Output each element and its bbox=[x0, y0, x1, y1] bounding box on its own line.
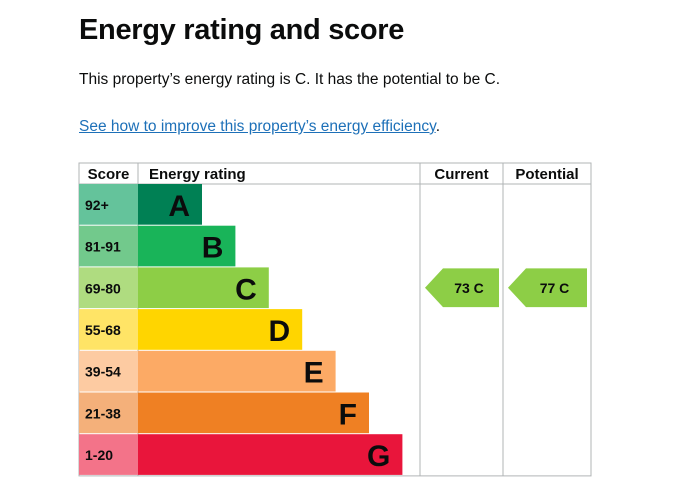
rating-bar-e bbox=[138, 350, 336, 392]
current-rating-arrow bbox=[425, 268, 499, 308]
rating-letter-g: G bbox=[367, 440, 390, 473]
rating-letter-b: B bbox=[202, 232, 224, 265]
score-range-f: 21-38 bbox=[85, 405, 121, 421]
score-cell-c bbox=[79, 267, 138, 309]
score-cell-a bbox=[79, 184, 138, 225]
current-rating-score-label: 73 C bbox=[454, 280, 484, 296]
rating-bar-f bbox=[138, 392, 369, 434]
potential-column-header: Potential bbox=[515, 166, 578, 183]
score-cell-e bbox=[79, 350, 138, 392]
score-range-c: 69-80 bbox=[85, 280, 121, 296]
score-range-d: 55-68 bbox=[85, 322, 121, 338]
rating-letter-d: D bbox=[269, 315, 291, 348]
energy-rating-column-header: Energy rating bbox=[149, 166, 246, 183]
rating-bar-g bbox=[138, 434, 403, 475]
score-cell-f bbox=[79, 392, 138, 434]
rating-letter-c: C bbox=[235, 273, 257, 306]
page-heading: Energy rating and score bbox=[79, 14, 405, 46]
score-range-a: 92+ bbox=[85, 197, 109, 213]
rating-bar-a bbox=[138, 184, 202, 225]
potential-rating-score-label: 77 C bbox=[540, 280, 570, 296]
score-cell-b bbox=[79, 225, 138, 267]
rating-letter-f: F bbox=[339, 398, 357, 431]
potential-rating-arrow bbox=[508, 268, 587, 308]
rating-bar-d bbox=[138, 309, 303, 350]
rating-letter-a: A bbox=[168, 190, 190, 223]
score-cell-g bbox=[79, 434, 138, 475]
score-range-b: 81-91 bbox=[85, 239, 121, 255]
score-column-header: Score bbox=[88, 166, 130, 183]
score-cell-d bbox=[79, 309, 138, 350]
improve-efficiency-link[interactable]: See how to improve this property’s energ… bbox=[79, 118, 436, 135]
score-range-e: 39-54 bbox=[85, 364, 121, 380]
rating-letter-e: E bbox=[304, 357, 324, 390]
link-suffix: . bbox=[435, 118, 440, 135]
rating-summary: This property’s energy rating is C. It h… bbox=[79, 71, 501, 88]
current-column-header: Current bbox=[434, 166, 488, 183]
improve-link-line: See how to improve this property’s energ… bbox=[79, 117, 440, 137]
rating-bar-c bbox=[138, 267, 269, 309]
rating-bar-b bbox=[138, 225, 236, 267]
score-range-g: 1-20 bbox=[85, 447, 113, 463]
